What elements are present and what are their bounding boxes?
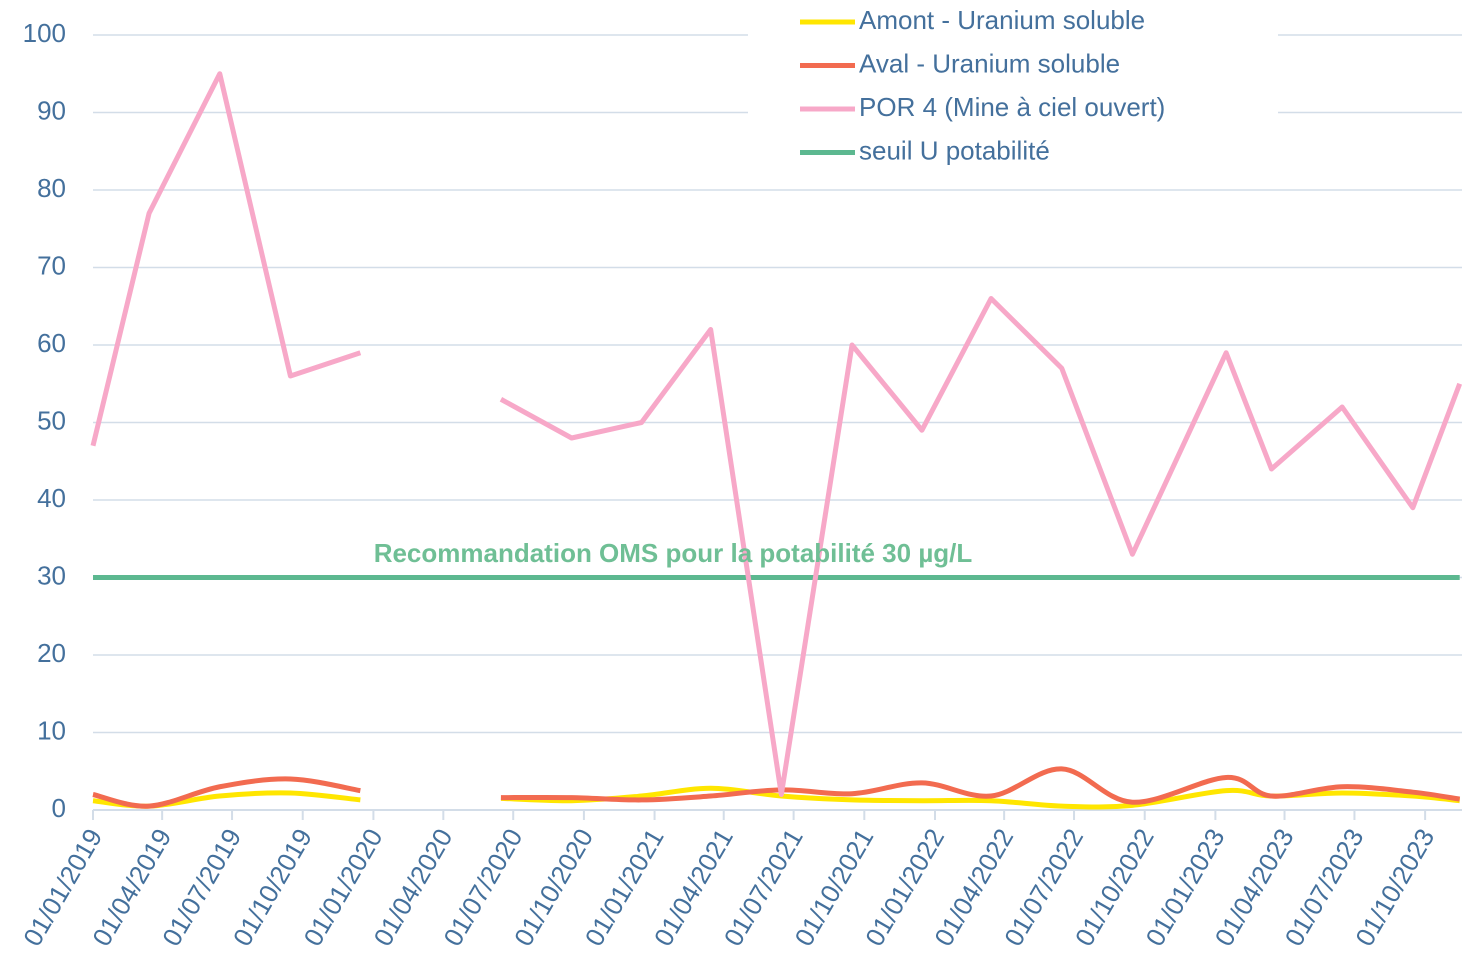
y-tick-label: 60 (37, 328, 66, 358)
legend: Amont - Uranium soluble Aval - Uranium so… (748, 0, 1278, 172)
legend-background (748, 0, 1278, 172)
y-tick-label: 20 (37, 638, 66, 668)
y-tick-label: 40 (37, 483, 66, 513)
legend-label: Aval - Uranium soluble (859, 48, 1120, 78)
series-line (90, 71, 1463, 797)
y-tick-label: 0 (52, 793, 66, 823)
legend-label: POR 4 (Mine à ciel ouvert) (859, 92, 1165, 122)
series-line (92, 766, 1461, 809)
legend-label: Amont - Uranium soluble (859, 5, 1145, 35)
y-tick-label: 80 (37, 173, 66, 203)
y-tick-label: 30 (37, 560, 66, 590)
y-tick-label: 10 (37, 715, 66, 745)
y-tick-label: 50 (37, 405, 66, 435)
y-tick-label: 70 (37, 250, 66, 280)
legend-label: seuil U potabilité (859, 135, 1050, 165)
annotation: Recommandation OMS pour la potabilité 30… (374, 538, 973, 568)
y-tick-label: 100 (23, 18, 66, 48)
y-tick-label: 90 (37, 95, 66, 125)
